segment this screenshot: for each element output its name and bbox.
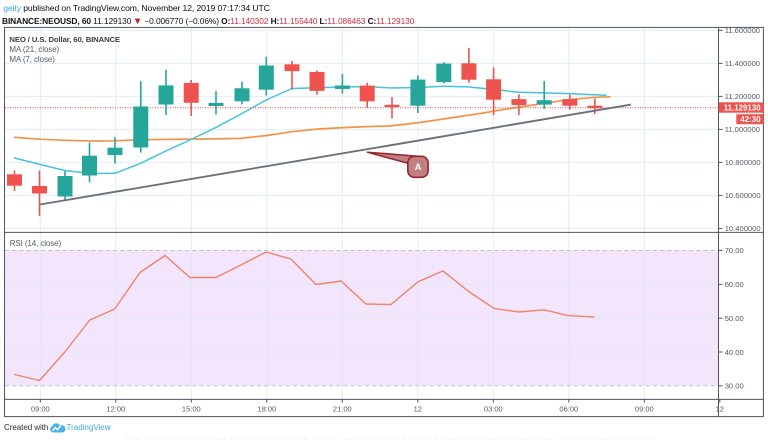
svg-text:09:00: 09:00 [635, 404, 654, 413]
svg-text:70.00: 70.00 [725, 246, 744, 255]
svg-text:50.00: 50.00 [725, 314, 744, 323]
svg-text:10.800000: 10.800000 [725, 158, 761, 167]
svg-text:42:30: 42:30 [740, 115, 761, 124]
svg-text:11.000000: 11.000000 [725, 125, 760, 134]
svg-text:11.200000: 11.200000 [725, 92, 760, 101]
svg-text:60.00: 60.00 [725, 280, 744, 289]
svg-text:11.129130: 11.129130 [724, 104, 761, 113]
svg-text:12:00: 12:00 [106, 404, 125, 413]
svg-text:30.00: 30.00 [725, 382, 744, 391]
svg-text:03:00: 03:00 [484, 404, 503, 413]
svg-text:10.400000: 10.400000 [725, 224, 761, 233]
svg-text:11.400000: 11.400000 [725, 59, 760, 68]
svg-text:10.600000: 10.600000 [725, 191, 761, 200]
svg-text:21:00: 21:00 [333, 404, 352, 413]
svg-text:A: A [415, 162, 422, 173]
svg-text:06:00: 06:00 [559, 404, 578, 413]
svg-text:12: 12 [716, 404, 724, 413]
svg-text:18:00: 18:00 [257, 404, 276, 413]
svg-text:11.600000: 11.600000 [725, 26, 760, 35]
svg-text:15:00: 15:00 [182, 404, 201, 413]
svg-text:09:00: 09:00 [31, 404, 50, 413]
svg-text:40.00: 40.00 [725, 348, 744, 357]
svg-text:12: 12 [414, 404, 422, 413]
